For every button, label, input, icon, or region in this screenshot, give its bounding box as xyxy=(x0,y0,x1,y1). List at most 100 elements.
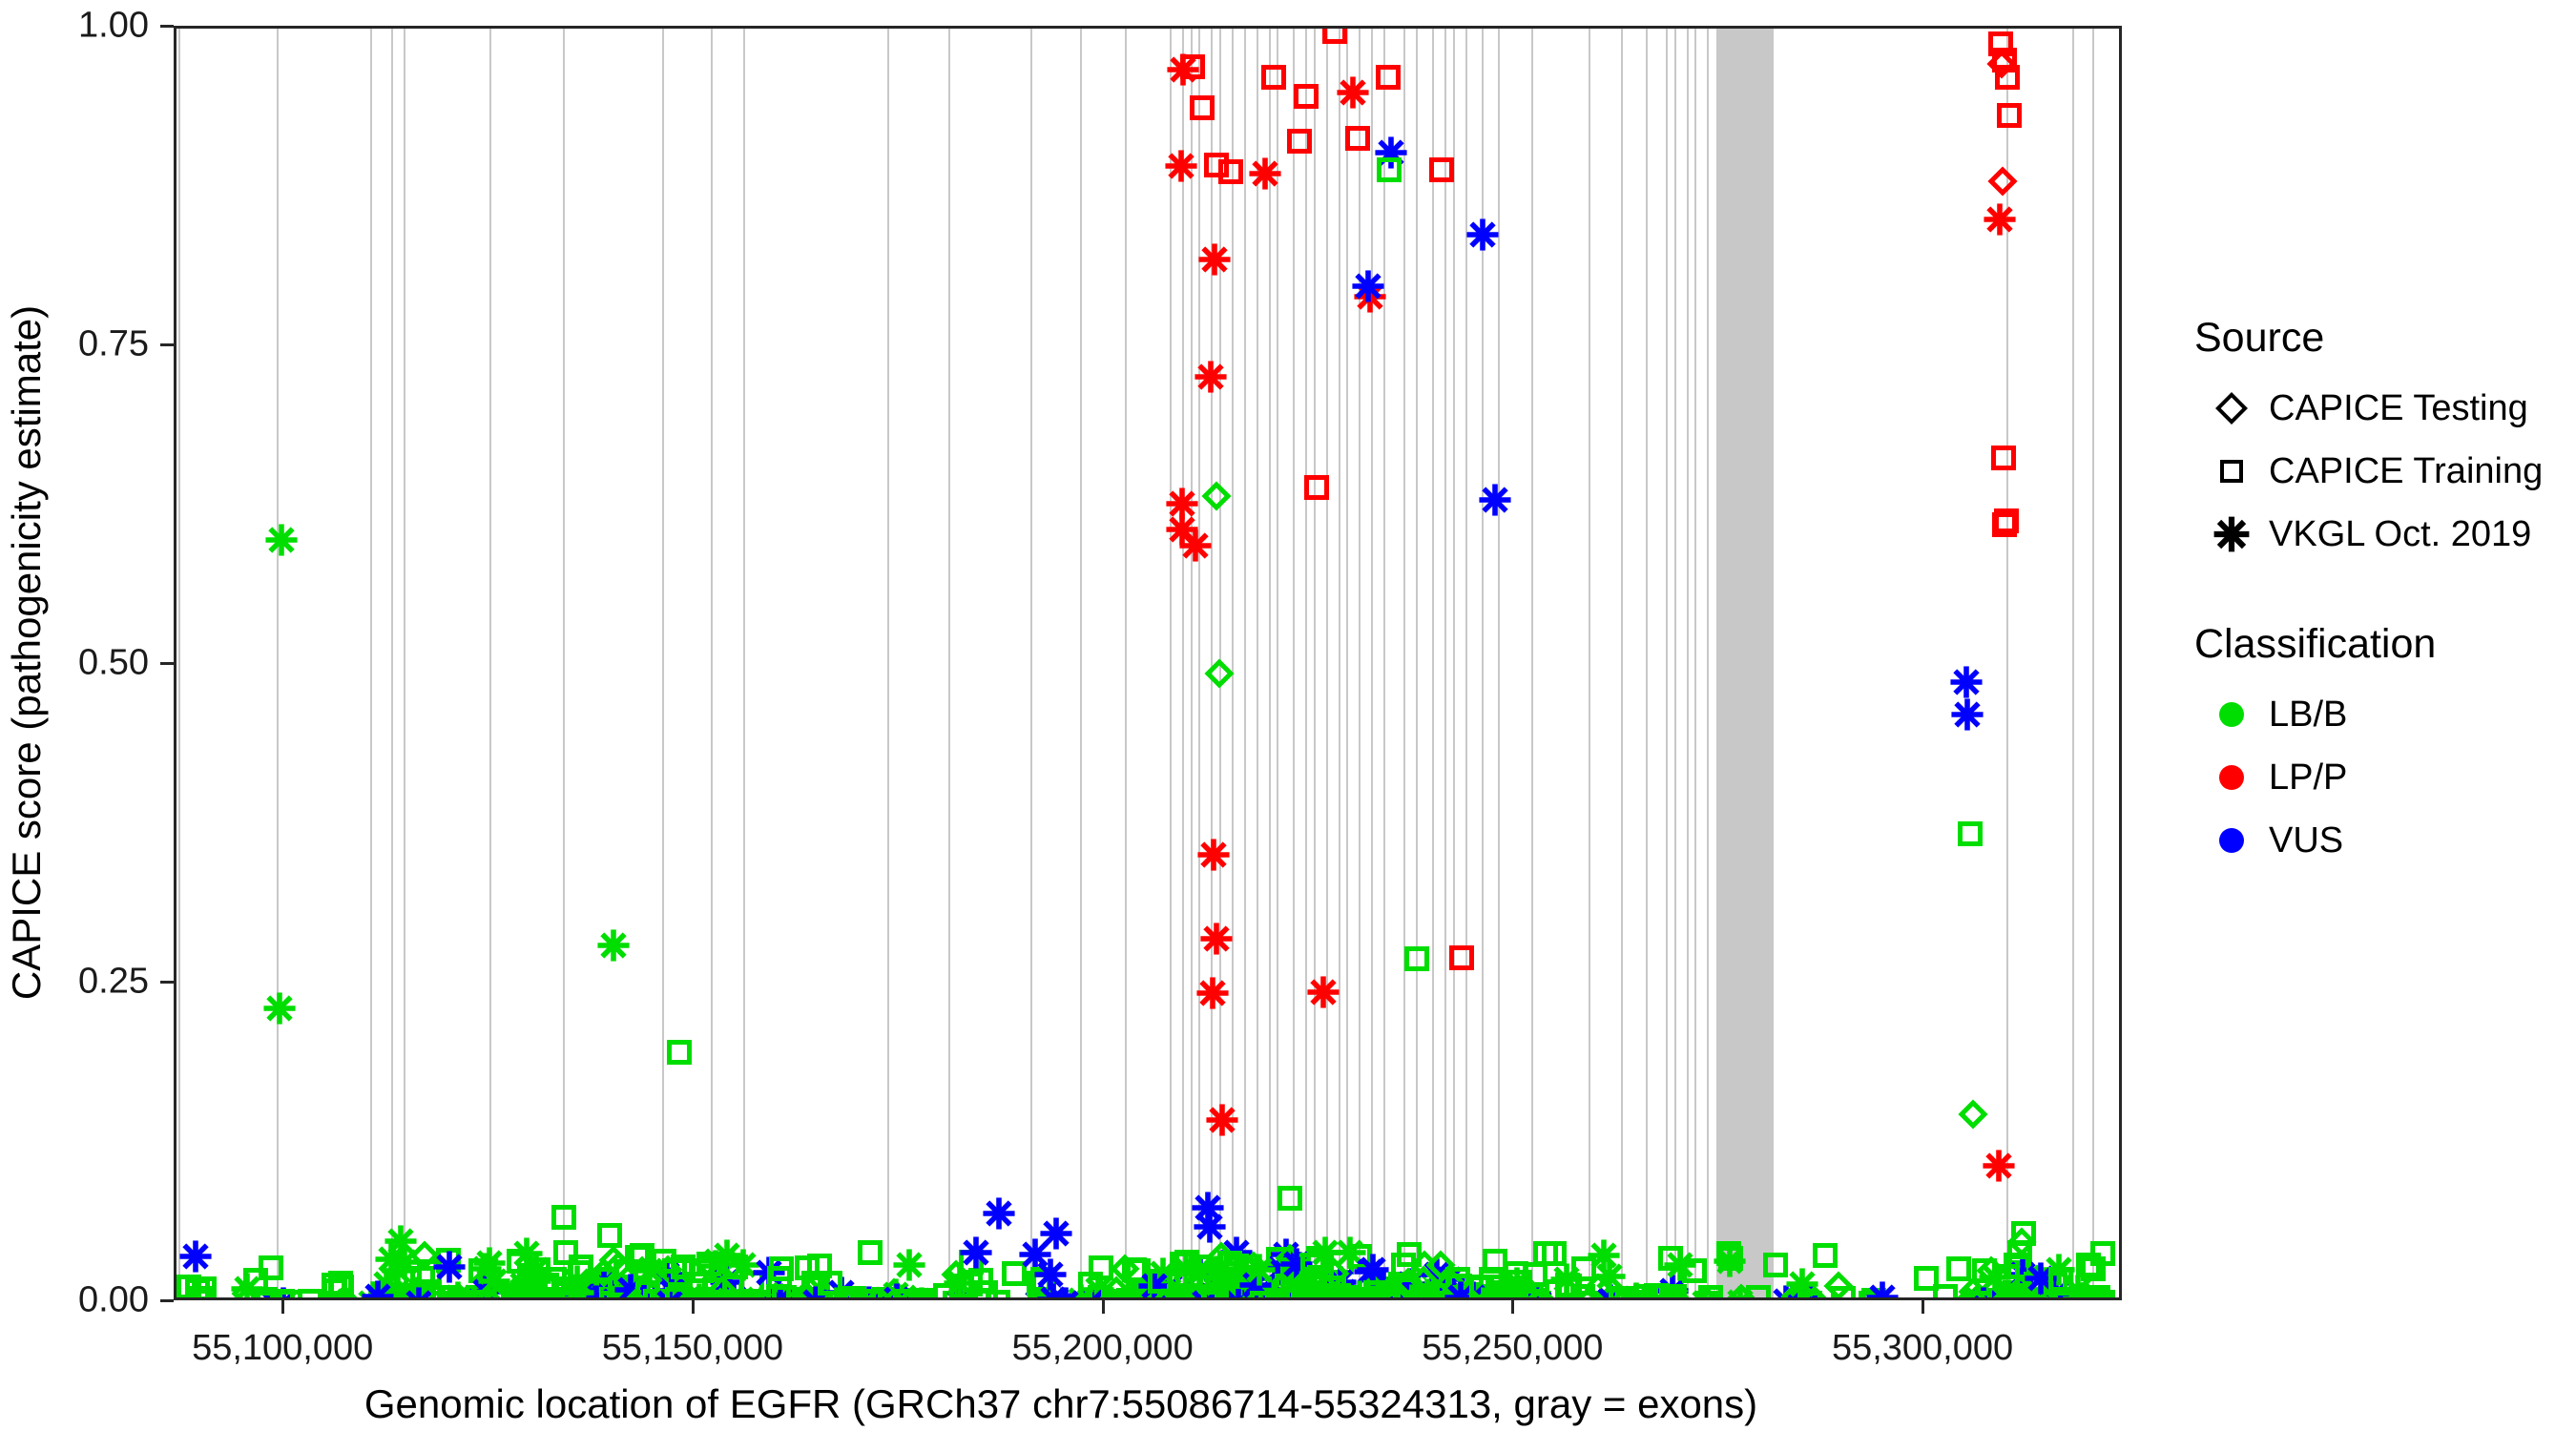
data-point-square xyxy=(2069,1286,2095,1297)
legend-item-label: CAPICE Training xyxy=(2269,450,2544,491)
data-point-square xyxy=(569,1254,594,1279)
data-point-diamond xyxy=(879,1277,909,1297)
legend-item-lb-b[interactable]: LB/B xyxy=(2194,683,2576,746)
legend-item-vkgl-oct-2019[interactable]: VKGL Oct. 2019 xyxy=(2194,503,2576,566)
data-point-asterisk xyxy=(1151,1286,1185,1297)
data-point-square xyxy=(638,1289,664,1297)
exon-gridline xyxy=(403,29,405,1297)
exon-gridline xyxy=(1030,29,1033,1297)
x-tick-label: 55,250,000 xyxy=(1422,1328,1604,1368)
data-point-square xyxy=(837,1288,862,1297)
data-point-diamond xyxy=(1435,1287,1465,1297)
data-point-asterisk xyxy=(948,1286,983,1297)
legend-title: Source xyxy=(2194,315,2325,361)
data-point-diamond xyxy=(1503,1273,1533,1297)
data-point-diamond xyxy=(2005,1274,2036,1297)
exon-gridline xyxy=(1666,29,1669,1297)
data-point-asterisk xyxy=(1392,1285,1426,1297)
data-point-square xyxy=(2025,1290,2050,1297)
data-point-diamond xyxy=(519,1274,550,1297)
data-point-square xyxy=(564,1290,590,1297)
data-point-asterisk xyxy=(506,1274,540,1297)
data-point-square xyxy=(1996,102,2022,128)
data-point-asterisk xyxy=(564,1276,598,1297)
exon-gridline xyxy=(2071,29,2074,1297)
data-point-square xyxy=(1145,1288,1171,1297)
exon-gridline xyxy=(1190,29,1193,1297)
data-point-square xyxy=(539,1287,565,1297)
data-point-square xyxy=(1203,152,1229,177)
legend-item-lp-p[interactable]: LP/P xyxy=(2194,746,2576,809)
data-point-square xyxy=(1202,1284,1228,1297)
legend-item-capice-training[interactable]: CAPICE Training xyxy=(2194,440,2576,503)
data-point-asterisk xyxy=(1350,1283,1384,1297)
data-point-square xyxy=(409,1279,435,1297)
data-point-asterisk xyxy=(1356,1253,1390,1287)
data-point-square xyxy=(322,1272,347,1297)
data-point-square xyxy=(1077,1272,1103,1297)
data-point-asterisk xyxy=(1374,135,1408,170)
data-point-asterisk xyxy=(1036,1282,1070,1297)
data-point-square xyxy=(1230,1290,1256,1297)
data-point-diamond xyxy=(1953,1286,1984,1297)
data-point-diamond xyxy=(1637,1288,1668,1297)
data-point-square xyxy=(1307,1286,1333,1297)
data-point-square xyxy=(966,1289,991,1297)
data-point-asterisk xyxy=(1587,1238,1621,1273)
data-point-asterisk xyxy=(1123,1286,1157,1297)
data-point-square xyxy=(1659,1287,1684,1297)
exon-gridline xyxy=(743,29,746,1297)
exon-gridline xyxy=(1588,29,1590,1297)
exon-gridline xyxy=(1481,29,1484,1297)
data-point-asterisk xyxy=(575,1286,610,1297)
data-point-square xyxy=(1168,1282,1194,1297)
data-point-square xyxy=(933,1282,959,1297)
data-point-asterisk xyxy=(1049,1286,1083,1297)
data-point-square xyxy=(1571,1255,1597,1281)
data-point-square xyxy=(466,1284,491,1297)
legend-item-capice-testing[interactable]: CAPICE Testing xyxy=(2194,377,2576,440)
data-point-square xyxy=(1658,1246,1684,1272)
data-point-square xyxy=(805,1275,831,1297)
data-point-square xyxy=(1992,48,2018,73)
data-point-diamond xyxy=(627,1255,657,1286)
data-point-asterisk xyxy=(1456,1280,1490,1297)
data-point-asterisk xyxy=(571,1286,605,1297)
data-point-square xyxy=(1544,1279,1569,1297)
data-point-square xyxy=(622,1275,648,1297)
x-tick-label: 55,200,000 xyxy=(1011,1328,1194,1368)
legend-item-label: VUS xyxy=(2269,819,2344,861)
data-point-diamond xyxy=(1486,1285,1517,1297)
data-point-diamond xyxy=(1464,1285,1494,1297)
data-point-square xyxy=(1506,1270,1532,1296)
data-point-asterisk xyxy=(744,1286,779,1297)
data-point-diamond xyxy=(444,1284,474,1297)
data-point-asterisk xyxy=(625,1285,659,1297)
x-tick-mark xyxy=(1511,1300,1515,1314)
data-point-asterisk xyxy=(1269,1237,1303,1272)
data-point-asterisk xyxy=(1549,1262,1584,1296)
data-point-asterisk xyxy=(1188,1286,1222,1297)
data-point-square xyxy=(1329,1249,1355,1275)
data-point-asterisk xyxy=(763,1282,798,1297)
data-point-asterisk xyxy=(369,1267,404,1297)
legend-item-label: VKGL Oct. 2019 xyxy=(2269,513,2532,554)
legend-item-vus[interactable]: VUS xyxy=(2194,809,2576,872)
data-point-square xyxy=(1260,1289,1286,1297)
exon-gridline xyxy=(1694,29,1697,1297)
data-point-diamond xyxy=(699,1288,730,1297)
data-point-asterisk xyxy=(457,1286,491,1297)
data-point-asterisk xyxy=(880,1282,914,1297)
data-point-asterisk xyxy=(2061,1274,2095,1297)
exon-gridline xyxy=(2005,29,2008,1297)
data-point-asterisk xyxy=(1036,1282,1070,1297)
data-point-square xyxy=(1125,1257,1151,1283)
data-point-square xyxy=(1376,1291,1402,1297)
exon-gridline xyxy=(1432,29,1435,1297)
data-point-square xyxy=(1386,1289,1412,1297)
data-point-square xyxy=(571,1279,596,1297)
data-point-square xyxy=(2005,1254,2031,1279)
exon-gridline xyxy=(1079,29,1082,1297)
data-point-asterisk xyxy=(670,1282,704,1297)
data-point-square xyxy=(661,1257,687,1283)
